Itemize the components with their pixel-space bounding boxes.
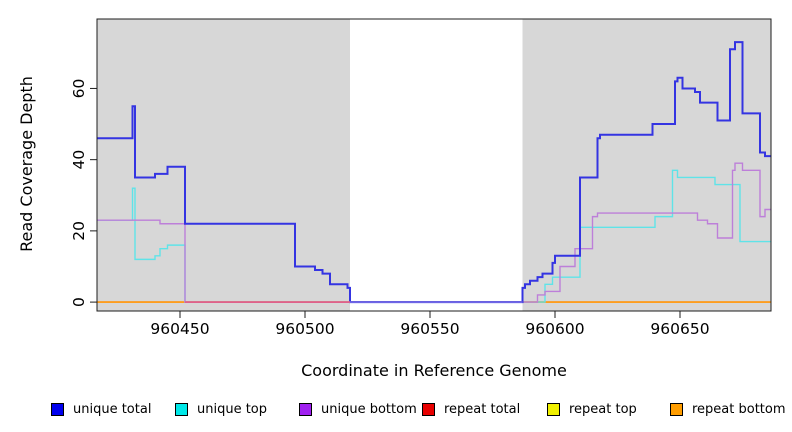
- series-line-unique-bottom: [97, 162, 771, 303]
- x-tick-label: 960450: [150, 320, 209, 338]
- y-axis-title: Read Coverage Depth: [17, 76, 36, 252]
- x-tick-label: 960550: [400, 320, 459, 338]
- y-tick-label: 60: [70, 79, 88, 99]
- no-data-region: [350, 19, 523, 311]
- x-tick-label: 960500: [275, 320, 334, 338]
- plot-border: [96, 18, 772, 312]
- x-axis-title: Coordinate in Reference Genome: [301, 361, 567, 380]
- x-tick-label: 960600: [525, 320, 584, 338]
- y-tick-label: 20: [70, 221, 88, 241]
- y-tick-label: 40: [70, 150, 88, 170]
- series-line-unique-top: [97, 169, 771, 303]
- y-tick-label: 0: [70, 297, 88, 307]
- x-tick-label: 960650: [650, 320, 709, 338]
- series-line-unique-total: [97, 41, 771, 304]
